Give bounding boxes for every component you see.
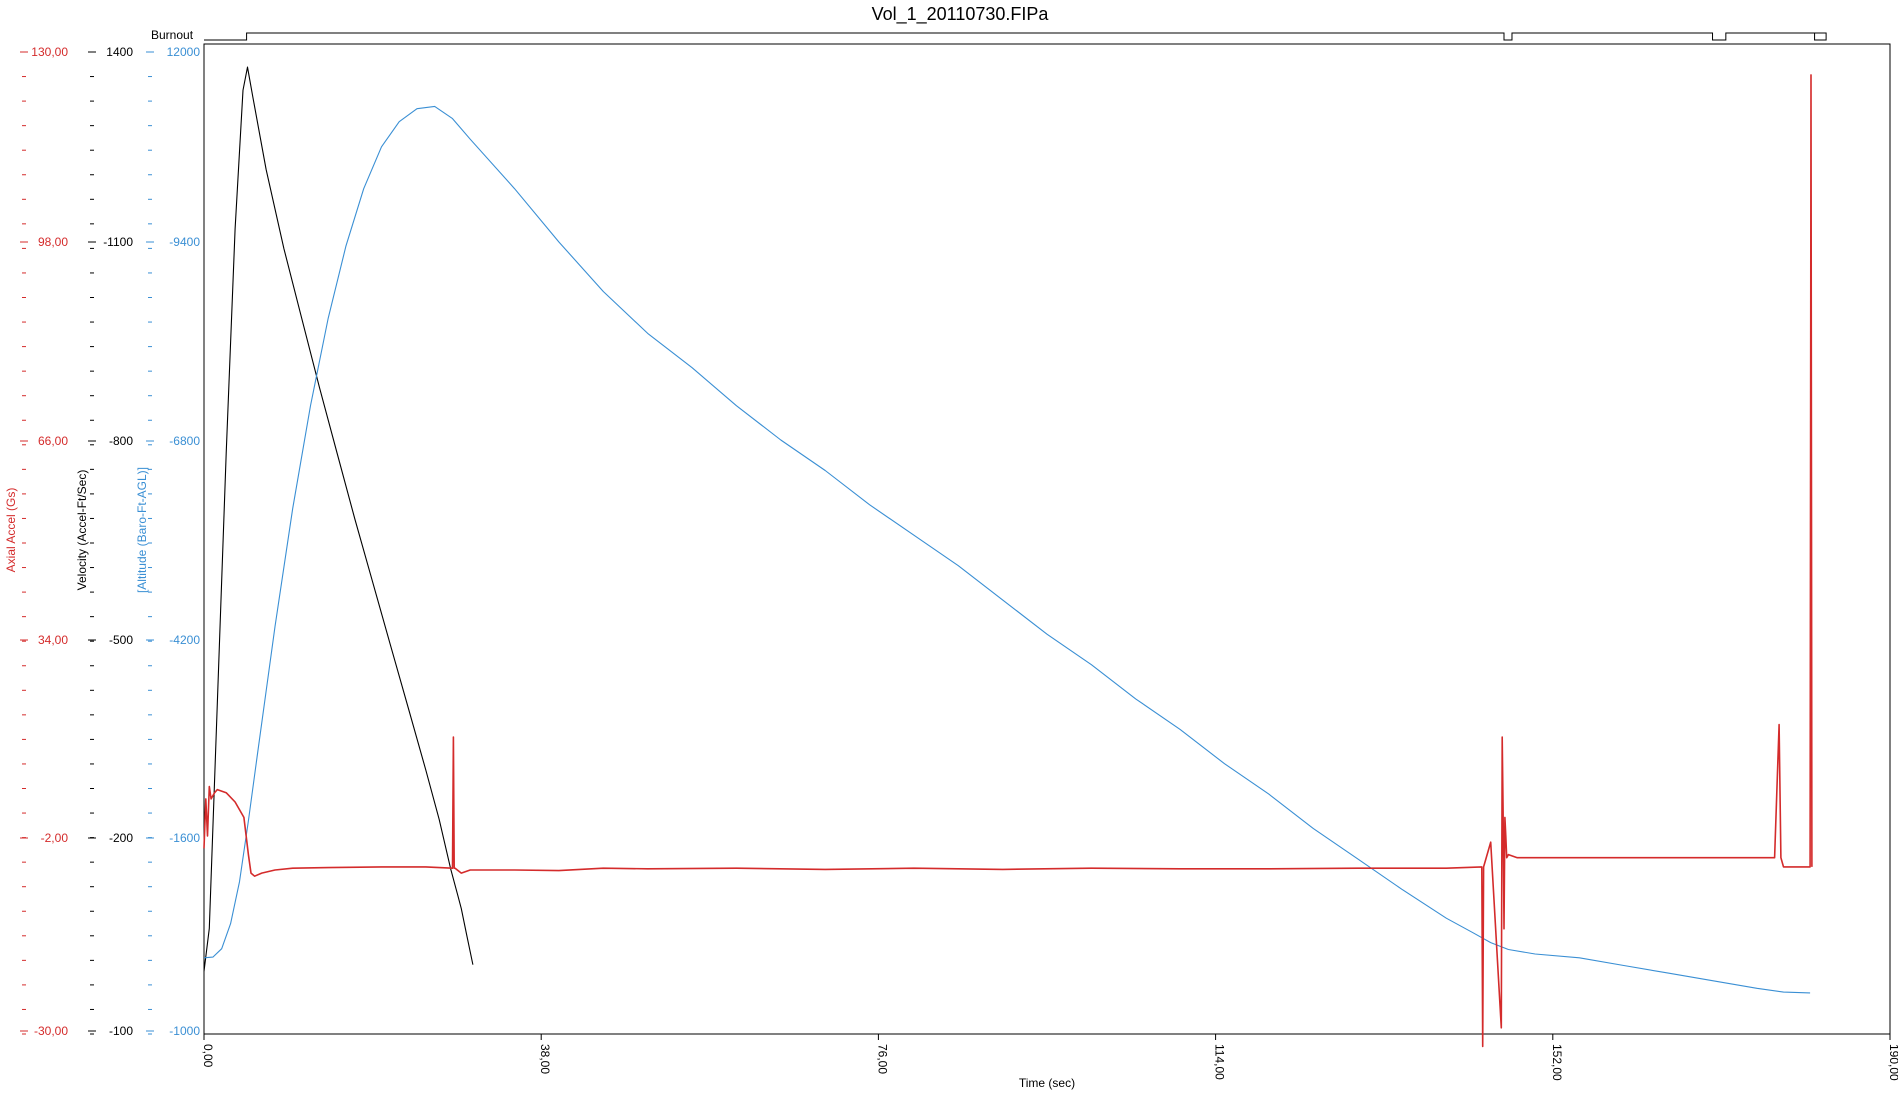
plot-frame xyxy=(203,43,1891,1035)
accel-tick-label: 34,00 xyxy=(38,633,68,647)
series-group xyxy=(203,66,1813,1048)
chart-title: Vol_1_20110730.FIPa xyxy=(872,4,1050,25)
event-track-label: Burnout xyxy=(151,28,194,42)
velocity-tick-label: -500 xyxy=(109,633,133,647)
y-axes: 130,00 98,00 66,00 34,00 -2,00 -30,00 Axial Ac… xyxy=(4,45,200,1038)
x-tick-label: 76,00 xyxy=(875,1044,889,1074)
accel-tick-label: 130,00 xyxy=(31,45,68,59)
altitude-tick-label: -1000 xyxy=(169,1024,200,1038)
burnout-event-track: Burnout xyxy=(151,28,1827,42)
velocity-tick-label: -800 xyxy=(109,434,133,448)
accel-axis-title: Axial Accel (Gs) xyxy=(4,488,18,573)
accel-tick-label: 66,00 xyxy=(38,434,68,448)
accel-tick-label: 98,00 xyxy=(38,235,68,249)
x-axis: 0,00 38,00 76,00 114,00 152,00 190,00 xyxy=(201,1034,1898,1081)
altitude-tick-label: -9400 xyxy=(169,235,200,249)
altitude-tick-label: -6800 xyxy=(169,434,200,448)
altitude-axis: 12000 -9400 -6800 -4200 -1600 -1000 [Altitude … xyxy=(135,45,200,1038)
x-tick-label: 114,00 xyxy=(1213,1044,1227,1080)
altitude-tick-label: -1600 xyxy=(169,831,200,845)
x-tick-label: 0,00 xyxy=(201,1044,215,1068)
velocity-tick-label: -1100 xyxy=(103,235,133,249)
x-tick-label: 152,00 xyxy=(1550,1044,1564,1081)
velocity-series-line xyxy=(203,66,474,972)
altitude-tick-label: 12000 xyxy=(167,45,201,59)
accel-axis: 130,00 98,00 66,00 34,00 -2,00 -30,00 Axial Ac… xyxy=(4,45,68,1038)
accel-tick-label: -2,00 xyxy=(41,831,69,845)
accel-series-line xyxy=(203,74,1813,1048)
altitude-series-line xyxy=(203,105,1811,994)
velocity-axis-title: Velocity (Accel-Ft/Sec) xyxy=(75,470,89,591)
burnout-event-line xyxy=(204,32,1827,41)
x-tick-label: 190,00 xyxy=(1887,1044,1898,1081)
velocity-tick-label: -200 xyxy=(109,831,133,845)
accel-tick-label: -30,00 xyxy=(34,1024,68,1038)
x-tick-label: 38,00 xyxy=(538,1044,552,1074)
altitude-tick-label: -4200 xyxy=(169,633,200,647)
velocity-tick-label: -100 xyxy=(109,1024,133,1038)
velocity-axis: 1400 -1100 -800 -500 -200 -100 Velocity (Accel… xyxy=(75,45,133,1038)
x-axis-title: Time (sec) xyxy=(1019,1076,1075,1090)
velocity-tick-label: 1400 xyxy=(106,45,133,59)
altitude-axis-title: [Altitude (Baro-Ft-AGL)] xyxy=(135,467,149,593)
